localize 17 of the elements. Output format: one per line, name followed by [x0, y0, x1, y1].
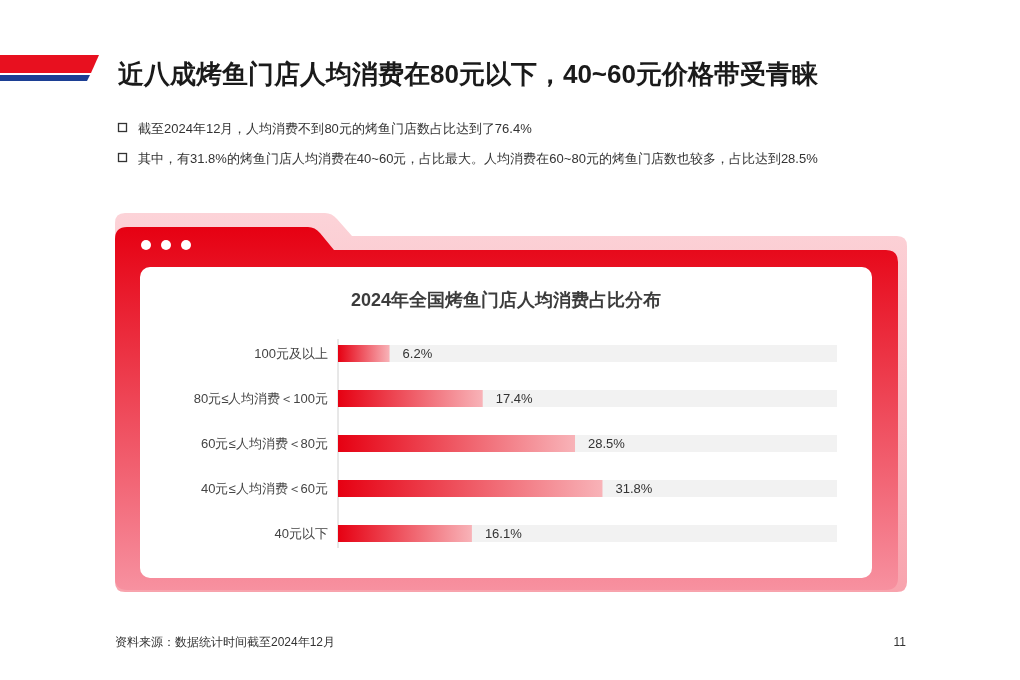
y-tick-label: 100元及以上: [254, 346, 328, 361]
text: 截至2024年12月，人均消费不到80元的烤鱼门店数占比达到了76.4%: [138, 121, 533, 136]
data-label: 31.8%: [615, 481, 653, 496]
y-tick-label: 40元≤人均消费＜60元: [200, 481, 328, 496]
chart-title: 2024年全国烤鱼门店人均消费占比分布: [350, 290, 662, 310]
text: 近八成烤鱼门店人均消费在80元以下，40~60元价格带受青睐: [118, 59, 819, 89]
data-label: 17.4%: [495, 391, 534, 406]
text: 资料来源：数据统计时间截至2024年12月: [115, 635, 336, 649]
data-label: 28.5%: [588, 436, 626, 451]
y-tick-label: 60元≤人均消费＜80元: [200, 436, 328, 451]
text: 11: [893, 635, 907, 649]
bar: [338, 345, 390, 362]
data-label: 6.2%: [402, 346, 433, 361]
text: 其中，有31.8%的烤鱼门店人均消费在40~60元，占比最大。人均消费在60~80元的烤鱼门店数也较多，占比达到28.5%: [138, 151, 819, 166]
y-tick-label: 80元≤人均消费＜100元: [193, 391, 328, 406]
y-tick-label: 40元以下: [274, 526, 328, 541]
data-label: 16.1%: [484, 526, 523, 541]
